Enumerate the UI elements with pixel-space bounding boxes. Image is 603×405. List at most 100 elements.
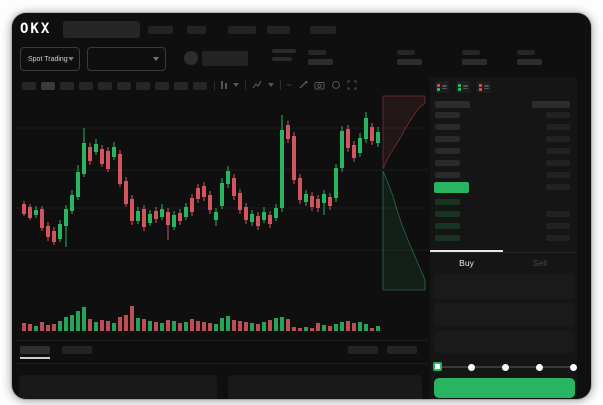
timeframe-button[interactable] <box>193 82 207 90</box>
stat-label-placeholder <box>517 50 535 55</box>
timeframe-button[interactable] <box>41 82 55 90</box>
camera-icon[interactable] <box>314 80 325 90</box>
fullscreen-icon[interactable] <box>347 80 357 90</box>
ask-row-amount[interactable] <box>546 112 570 118</box>
order-form-field[interactable] <box>434 331 575 353</box>
chevron-down-icon <box>68 57 74 61</box>
nav-item-placeholder[interactable] <box>187 26 206 34</box>
order-form-field[interactable] <box>434 303 575 327</box>
tab-buy[interactable]: Buy <box>459 258 474 268</box>
ask-row-price[interactable] <box>435 148 460 154</box>
divider <box>16 340 428 341</box>
bid-row-amount[interactable] <box>546 235 570 241</box>
ob-header-price <box>435 101 470 108</box>
active-tab-indicator <box>430 250 503 252</box>
bottom-panel-right <box>228 375 422 399</box>
coin-icon <box>184 51 198 65</box>
chevron-down-icon[interactable] <box>232 83 239 87</box>
slider-stop[interactable] <box>569 363 577 371</box>
submit-buy-button[interactable] <box>434 378 575 398</box>
candlestick-icon[interactable] <box>221 81 227 89</box>
price-change-placeholder <box>272 57 292 61</box>
settings-icon[interactable] <box>331 80 341 90</box>
timeframe-button[interactable] <box>98 82 112 90</box>
timeframe-button[interactable] <box>22 82 36 90</box>
bottom-action-2[interactable] <box>387 346 417 354</box>
timeframe-button[interactable] <box>174 82 188 90</box>
bottom-active-tab-indicator <box>20 357 50 359</box>
ask-row-amount[interactable] <box>546 172 570 178</box>
tab-sell[interactable]: Sell <box>532 258 548 268</box>
book-both-icon[interactable] <box>435 81 449 93</box>
nav-item-placeholder[interactable] <box>310 26 336 34</box>
topbar-nav <box>12 26 591 34</box>
timeframe-button[interactable] <box>79 82 93 90</box>
app-window: OKX Spot Trading ~ <box>12 13 591 399</box>
market-type-label: Spot Trading <box>28 55 68 63</box>
ask-row-amount[interactable] <box>546 160 570 166</box>
bid-row-price[interactable] <box>435 199 460 205</box>
pair-selector[interactable] <box>87 47 166 71</box>
book-asks-icon[interactable] <box>477 81 491 93</box>
bottom-action-1[interactable] <box>348 346 378 354</box>
timeframe-button[interactable] <box>117 82 131 90</box>
nav-item-placeholder[interactable] <box>228 26 256 34</box>
last-price-placeholder <box>272 49 296 53</box>
pair-name-placeholder <box>202 51 248 66</box>
toolbar-divider <box>214 81 215 91</box>
ask-row-price[interactable] <box>435 112 460 118</box>
divider <box>244 80 246 90</box>
bid-row-price[interactable] <box>435 211 460 217</box>
divider <box>279 80 281 90</box>
stat-label-placeholder <box>308 50 326 55</box>
timeframe-button[interactable] <box>155 82 169 90</box>
market-type-selector[interactable]: Spot Trading <box>20 47 80 71</box>
slider-stop[interactable] <box>535 363 543 371</box>
ask-row-amount[interactable] <box>546 124 570 130</box>
line-tool-icon[interactable]: ~ <box>286 80 292 90</box>
orderbook-view-toggle <box>435 81 491 93</box>
chart-tools: ~ <box>221 80 357 90</box>
bottom-panel-left <box>19 375 217 399</box>
ask-row-price[interactable] <box>435 172 460 178</box>
bottom-tab-1[interactable] <box>20 346 50 354</box>
bid-row-amount[interactable] <box>546 211 570 217</box>
ask-row-amount[interactable] <box>546 184 570 190</box>
bottom-tab-2[interactable] <box>62 346 92 354</box>
timeframe-button[interactable] <box>60 82 74 90</box>
slider-handle[interactable] <box>432 362 442 371</box>
stat-label-placeholder <box>397 50 415 55</box>
bid-row-amount[interactable] <box>546 223 570 229</box>
divider <box>16 363 428 364</box>
ask-row-price[interactable] <box>435 136 460 142</box>
slider-stop[interactable] <box>467 363 475 371</box>
stat-value-placeholder <box>517 59 542 65</box>
stat-value-placeholder <box>308 59 333 65</box>
chart-svg <box>16 95 428 331</box>
price-chart[interactable] <box>12 13 591 399</box>
stat-value-placeholder <box>462 59 487 65</box>
tab-divider <box>430 252 577 253</box>
bid-row-price[interactable] <box>435 223 460 229</box>
ask-row-amount[interactable] <box>546 148 570 154</box>
timeframe-button[interactable] <box>136 82 150 90</box>
ask-row-price[interactable] <box>435 160 460 166</box>
chevron-down-icon[interactable] <box>267 83 274 87</box>
nav-item-placeholder[interactable] <box>267 26 290 34</box>
draw-icon[interactable] <box>298 80 308 90</box>
chevron-down-icon <box>153 57 159 61</box>
okx-logo: OKX <box>20 21 52 37</box>
ask-row-amount[interactable] <box>546 136 570 142</box>
indicators-icon[interactable] <box>252 80 262 90</box>
nav-item-placeholder[interactable] <box>148 26 173 34</box>
bid-row-price[interactable] <box>435 235 460 241</box>
last-price-bar[interactable] <box>434 182 469 193</box>
app-canvas: OKX Spot Trading ~ <box>12 13 591 399</box>
ask-row-price[interactable] <box>435 124 460 130</box>
order-form-field[interactable] <box>434 273 575 299</box>
slider-stop[interactable] <box>501 363 509 371</box>
search-input[interactable] <box>63 21 140 38</box>
book-bids-icon[interactable] <box>456 81 470 93</box>
stat-label-placeholder <box>462 50 480 55</box>
ob-header-amount <box>532 101 570 108</box>
